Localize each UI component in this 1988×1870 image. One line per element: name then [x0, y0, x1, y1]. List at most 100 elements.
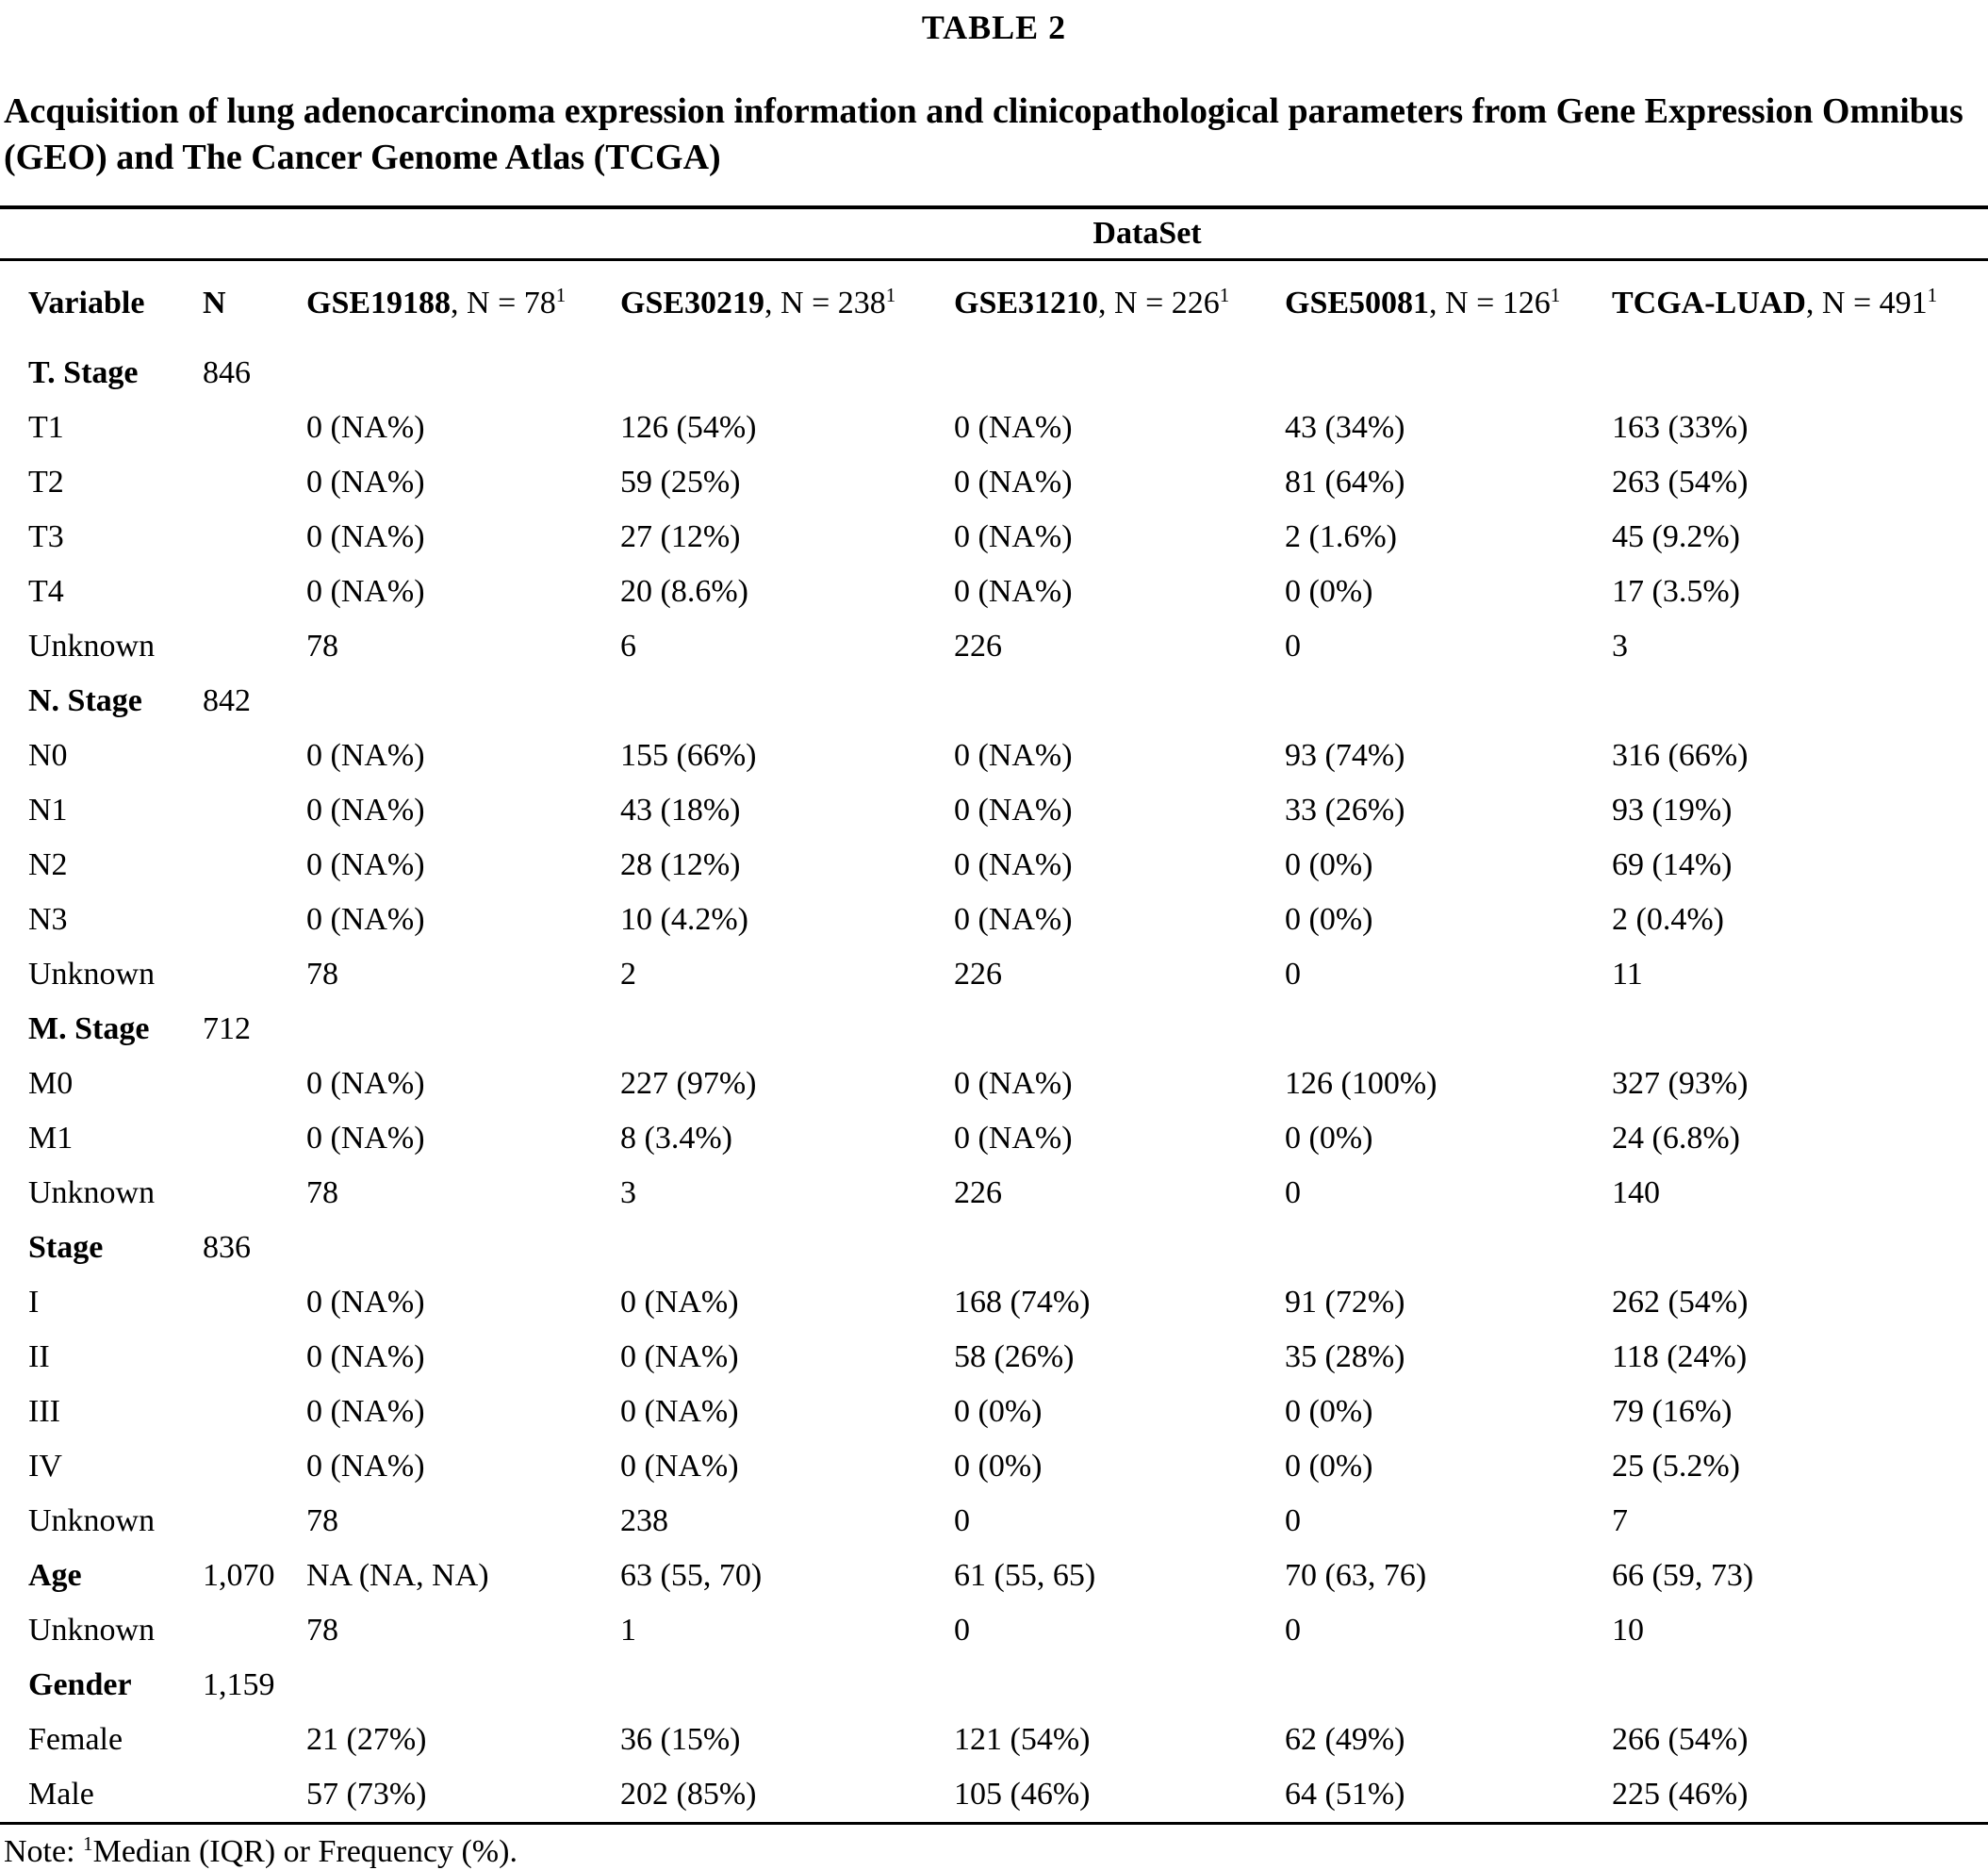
data-cell: 262 (54%)	[1612, 1285, 1749, 1320]
data-cell: 0 (0%)	[1285, 1449, 1373, 1484]
table-row: N1 0 (NA%) 43 (18%) 0 (NA%) 33 (26%) 93 (19%)	[0, 783, 1988, 838]
data-cell	[954, 346, 1285, 401]
data-cell: 225 (46%)	[1612, 1767, 1988, 1825]
data-cell: 2 (1.6%)	[1285, 519, 1397, 554]
table-body: T. Stage 846 T1 0 (NA%) 126 (54%) 0 (NA%) 43 (…	[0, 346, 1988, 1825]
variable-level-label: IV	[28, 1449, 62, 1484]
data-cell: 2	[620, 957, 636, 992]
n-value-cell	[203, 1275, 306, 1330]
data-cell: 35 (28%)	[1285, 1339, 1405, 1374]
dataset-n-label: , N = 491	[1805, 286, 1928, 320]
data-cell: 3	[620, 1175, 636, 1210]
n-value-cell	[203, 783, 306, 838]
data-cell: 0 (NA%)	[306, 465, 425, 500]
n-value-cell: 1,159	[203, 1667, 275, 1702]
table-row: I 0 (NA%) 0 (NA%) 168 (74%) 91 (72%) 262 (54%…	[0, 1275, 1988, 1330]
data-cell: 155 (66%)	[620, 738, 757, 773]
data-cell	[954, 1002, 1285, 1057]
data-cell: 45 (9.2%)	[1612, 519, 1740, 554]
table-row: T2 0 (NA%) 59 (25%) 0 (NA%) 81 (64%) 263 (54%…	[0, 455, 1988, 510]
data-cell	[1612, 1002, 1988, 1057]
data-cell	[620, 1002, 954, 1057]
table-row: T4 0 (NA%) 20 (8.6%) 0 (NA%) 0 (0%) 17 (3.5%)	[0, 565, 1988, 619]
table-row: Male 57 (73%) 202 (85%) 105 (46%) 64 (51%) 22…	[0, 1767, 1988, 1825]
data-cell: NA (NA, NA)	[306, 1558, 489, 1593]
data-cell: 163 (33%)	[1612, 410, 1749, 445]
data-cell	[1285, 1221, 1612, 1275]
variable-level-label: T4	[28, 574, 64, 609]
data-cell: 0 (0%)	[954, 1394, 1043, 1429]
column-header-tcga-luad: TCGA-LUAD, N = 4911	[1612, 260, 1988, 347]
data-cell: 140	[1612, 1175, 1660, 1210]
data-cell: 0 (NA%)	[306, 1285, 425, 1320]
footnote-marker: 1	[1550, 284, 1561, 307]
data-cell: 0 (NA%)	[620, 1394, 739, 1429]
table-row: N. Stage 842	[0, 674, 1988, 729]
variable-level-label: Unknown	[28, 1613, 156, 1648]
data-cell: 62 (49%)	[1285, 1722, 1405, 1757]
table-row: T1 0 (NA%) 126 (54%) 0 (NA%) 43 (34%) 163 (33…	[0, 401, 1988, 455]
variable-level-label: N2	[28, 847, 68, 882]
footnote-text: Median (IQR) or Frequency (%).	[92, 1834, 518, 1869]
data-cell: 10 (4.2%)	[620, 902, 748, 937]
data-cell	[1612, 1658, 1988, 1713]
data-cell: 226	[954, 957, 1002, 992]
data-cell: 91 (72%)	[1285, 1285, 1405, 1320]
variable-section-label: Age	[28, 1558, 82, 1593]
table-row: Stage 836	[0, 1221, 1988, 1275]
n-value-cell	[203, 455, 306, 510]
data-cell: 7	[1612, 1503, 1628, 1538]
variable-level-label: II	[28, 1339, 50, 1374]
spanner-row: DataSet	[0, 207, 1988, 261]
footnote-prefix: Note:	[4, 1834, 84, 1869]
data-cell: 1	[620, 1613, 636, 1648]
data-cell: 0 (0%)	[1285, 574, 1373, 609]
variable-level-label: Male	[0, 1767, 203, 1825]
data-cell: 2 (0.4%)	[1612, 902, 1724, 937]
data-cell: 0 (NA%)	[954, 410, 1073, 445]
table-row: III 0 (NA%) 0 (NA%) 0 (0%) 0 (0%) 79 (16%)	[0, 1385, 1988, 1439]
table-footnote: Note: 1Median (IQR) or Frequency (%).	[0, 1834, 1988, 1870]
dataset-name: TCGA-LUAD	[1612, 286, 1806, 320]
n-value-cell	[203, 1494, 306, 1549]
data-cell: 0 (NA%)	[306, 738, 425, 773]
column-header-gse30219: GSE30219, N = 2381	[620, 260, 954, 347]
data-cell: 28 (12%)	[620, 847, 741, 882]
table-row: N2 0 (NA%) 28 (12%) 0 (NA%) 0 (0%) 69 (14%)	[0, 838, 1988, 893]
table-row: M0 0 (NA%) 227 (97%) 0 (NA%) 126 (100%) 327 (…	[0, 1057, 1988, 1111]
n-value-cell	[203, 1603, 306, 1658]
table-row: M1 0 (NA%) 8 (3.4%) 0 (NA%) 0 (0%) 24 (6.8%)	[0, 1111, 1988, 1166]
data-cell: 6	[620, 629, 636, 664]
table-row: Unknown 78 238 0 0 7	[0, 1494, 1988, 1549]
footnote-marker: 1	[1219, 284, 1230, 307]
data-cell: 0 (NA%)	[306, 574, 425, 609]
data-cell	[306, 1221, 620, 1275]
data-cell: 64 (51%)	[1285, 1767, 1612, 1825]
footnote-marker: 1	[885, 284, 896, 307]
table-row: Age 1,070 NA (NA, NA) 63 (55, 70) 61 (55, 65…	[0, 1549, 1988, 1603]
variable-level-label: Unknown	[28, 1175, 156, 1210]
data-cell: 0 (0%)	[1285, 847, 1373, 882]
data-cell: 78	[306, 957, 338, 992]
data-cell: 0 (0%)	[954, 1449, 1043, 1484]
data-cell: 78	[306, 1613, 338, 1648]
data-cell: 316 (66%)	[1612, 738, 1749, 773]
data-cell: 0 (NA%)	[306, 1449, 425, 1484]
n-value-cell	[203, 401, 306, 455]
clinical-parameters-table: DataSet Variable N GSE19188, N = 781 GSE…	[0, 205, 1988, 1825]
data-cell: 0 (NA%)	[306, 410, 425, 445]
data-cell: 0 (NA%)	[620, 1339, 739, 1374]
data-cell: 93 (74%)	[1285, 738, 1405, 773]
data-cell: 0 (0%)	[1285, 1394, 1373, 1429]
data-cell	[1285, 674, 1612, 729]
data-cell: 0	[1285, 1613, 1301, 1648]
table-row: M. Stage 712	[0, 1002, 1988, 1057]
variable-level-label: Unknown	[28, 957, 156, 992]
data-cell: 0	[1285, 1175, 1301, 1210]
data-cell	[1285, 1002, 1612, 1057]
variable-level-label: M0	[28, 1066, 74, 1101]
data-cell: 61 (55, 65)	[954, 1558, 1096, 1593]
data-cell: 0 (NA%)	[954, 574, 1073, 609]
data-cell: 21 (27%)	[306, 1722, 427, 1757]
